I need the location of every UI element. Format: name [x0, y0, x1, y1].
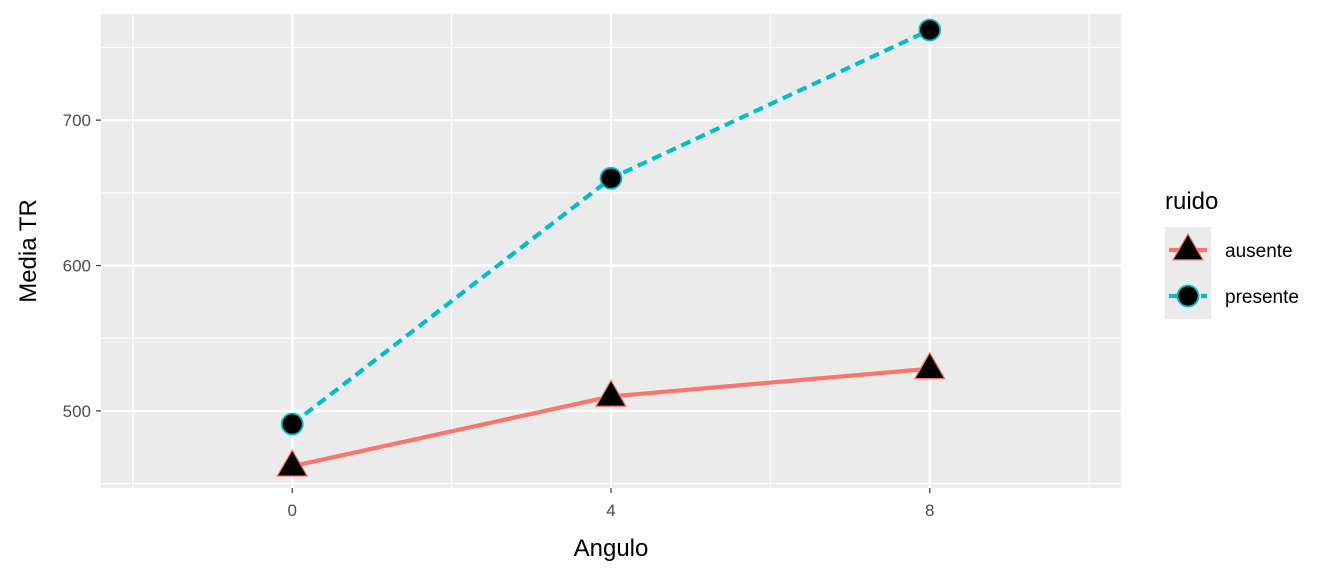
x-axis-title: Angulo: [574, 535, 649, 562]
legend: ruido ausente presente: [1165, 188, 1299, 319]
y-axis-title: Media TR: [15, 199, 42, 303]
y-tick-label: 700: [63, 111, 91, 130]
data-point-presente: [280, 412, 304, 436]
axis-ticks: [96, 119, 931, 493]
legend-item-ausente: ausente: [1165, 227, 1293, 273]
legend-label-ausente: ausente: [1225, 241, 1293, 262]
x-tick-labels: 0 4 8: [288, 501, 935, 520]
data-point-ausente: [913, 351, 946, 380]
y-tick-labels: 500 600 700: [63, 111, 91, 421]
legend-label-presente: presente: [1225, 287, 1299, 308]
legend-marker-ausente: [1171, 232, 1205, 261]
series-points: [276, 18, 946, 477]
y-tick-label: 500: [63, 402, 91, 421]
legend-item-presente: presente: [1165, 273, 1299, 319]
data-point-presente: [918, 18, 942, 42]
x-tick-label: 8: [925, 501, 934, 520]
data-point-presente: [599, 166, 623, 190]
y-tick-label: 600: [63, 257, 91, 276]
x-tick-label: 0: [288, 501, 297, 520]
data-point-ausente: [276, 448, 309, 477]
legend-keys: ausente presente: [1165, 227, 1299, 319]
x-tick-label: 4: [606, 501, 615, 520]
major-gridlines: [101, 14, 1121, 488]
legend-title: ruido: [1165, 188, 1218, 215]
data-point-ausente: [594, 379, 628, 407]
legend-marker-presente: [1176, 284, 1200, 308]
